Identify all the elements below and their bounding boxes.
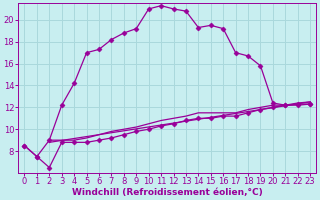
- X-axis label: Windchill (Refroidissement éolien,°C): Windchill (Refroidissement éolien,°C): [72, 188, 263, 197]
